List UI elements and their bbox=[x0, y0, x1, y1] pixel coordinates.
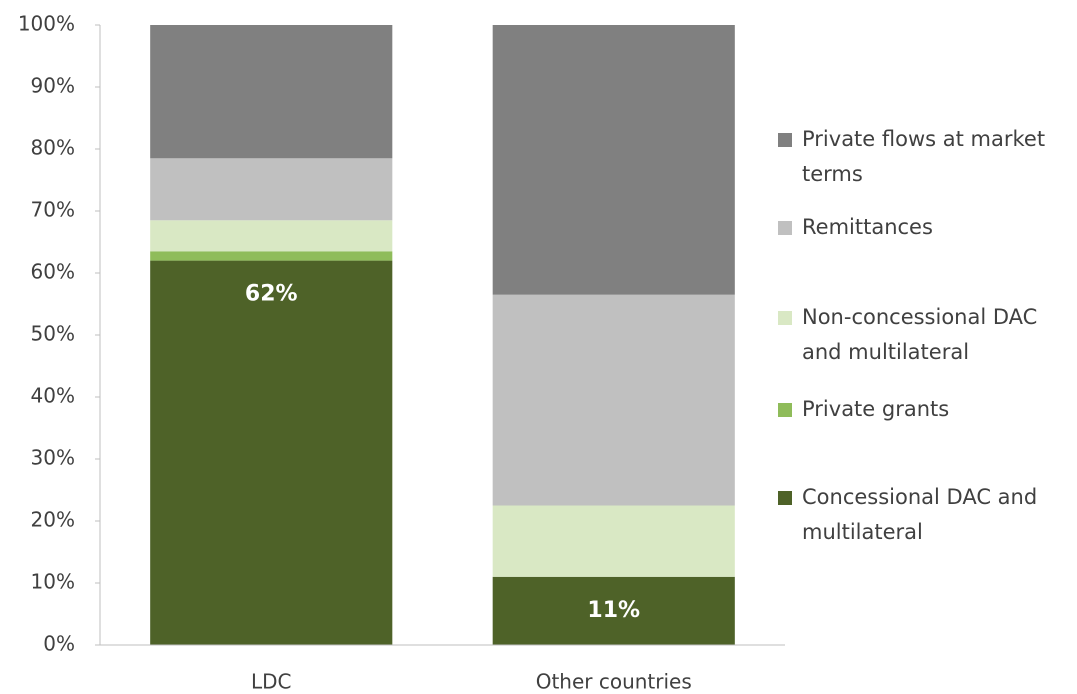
bar-segment bbox=[150, 25, 393, 159]
legend-swatch bbox=[778, 403, 792, 417]
data-label: 62% bbox=[245, 282, 298, 307]
y-tick-label: 30% bbox=[31, 446, 75, 470]
legend-label: Private grants bbox=[802, 397, 950, 421]
legend-item: Remittances bbox=[778, 210, 1068, 245]
y-tick-label: 10% bbox=[31, 570, 75, 594]
y-tick-label: 80% bbox=[31, 136, 75, 160]
y-tick-label: 60% bbox=[31, 260, 75, 284]
bar-segment bbox=[150, 251, 393, 261]
bar-segment bbox=[492, 576, 735, 645]
legend-item: Private flows at market terms bbox=[778, 122, 1068, 192]
bar-segment bbox=[492, 294, 735, 506]
y-tick-label: 20% bbox=[31, 508, 75, 532]
legend-label: Concessional DAC and multilateral bbox=[802, 485, 1038, 544]
y-tick-label: 90% bbox=[31, 74, 75, 98]
bar-segment bbox=[150, 260, 393, 645]
legend-swatch bbox=[778, 133, 792, 147]
y-tick-label: 70% bbox=[31, 198, 75, 222]
legend-label: Remittances bbox=[802, 215, 933, 239]
legend-label: Private flows at market terms bbox=[802, 127, 1046, 186]
y-tick-label: 100% bbox=[18, 12, 75, 36]
bar-segment bbox=[492, 505, 735, 577]
y-tick-label: 40% bbox=[31, 384, 75, 408]
x-tick-label: LDC bbox=[251, 670, 292, 694]
bar-segment bbox=[150, 220, 393, 252]
legend-item: Private grants bbox=[778, 392, 1068, 427]
y-tick-label: 0% bbox=[43, 632, 75, 656]
bar-segment bbox=[492, 25, 735, 295]
legend-item: Non-concessional DAC and multilateral bbox=[778, 300, 1068, 370]
data-label: 11% bbox=[587, 598, 640, 623]
legend-swatch bbox=[778, 221, 792, 235]
legend-label: Non-concessional DAC and multilateral bbox=[802, 305, 1038, 364]
legend-item: Concessional DAC and multilateral bbox=[778, 480, 1068, 550]
legend-swatch bbox=[778, 311, 792, 325]
legend-swatch bbox=[778, 491, 792, 505]
bar-segment bbox=[150, 158, 393, 221]
y-tick-label: 50% bbox=[31, 322, 75, 346]
x-tick-label: Other countries bbox=[536, 670, 692, 694]
